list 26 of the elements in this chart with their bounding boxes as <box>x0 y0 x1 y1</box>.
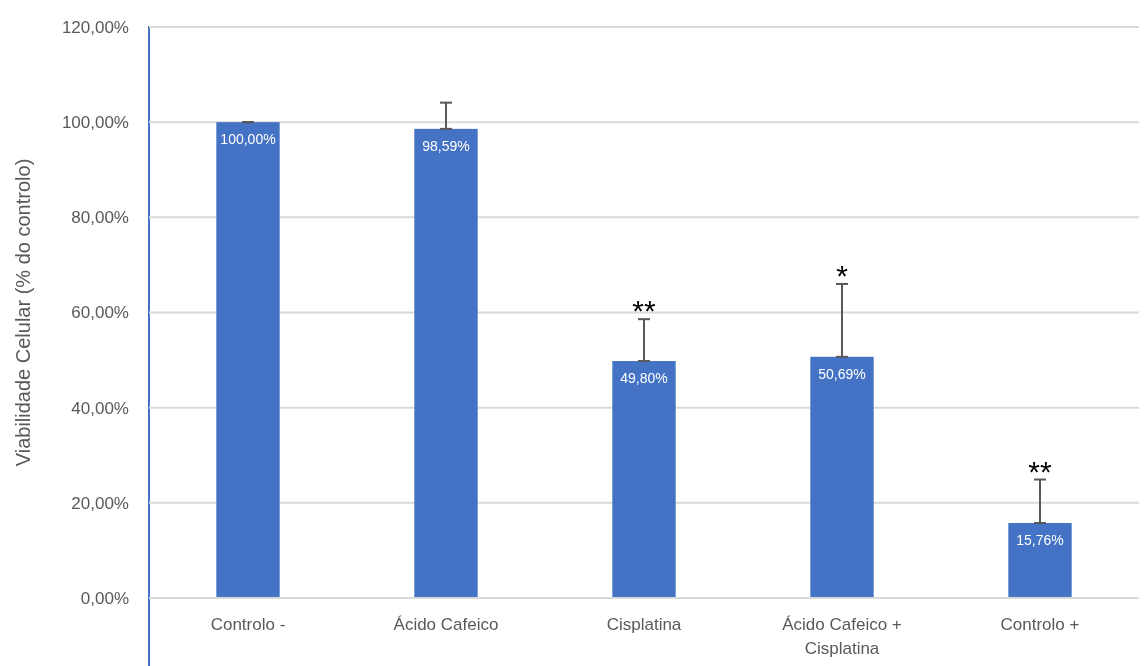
annotation: ** <box>1028 454 1052 488</box>
data-label: 98,59% <box>422 137 470 154</box>
y-tick-label: 80,00% <box>71 208 129 228</box>
y-tick-label: 120,00% <box>61 17 129 37</box>
data-label: 50,69% <box>818 365 866 382</box>
bar <box>612 361 676 598</box>
bar <box>414 128 478 598</box>
x-tick-label: Controlo + <box>1000 615 1080 634</box>
y-tick-label: 20,00% <box>71 493 129 513</box>
bar <box>1008 523 1072 598</box>
annotation: * <box>836 258 849 292</box>
x-tick-label: Ácido Cafeico <box>393 615 499 634</box>
y-tick-label: 60,00% <box>71 303 129 323</box>
y-axis-title: Viabilidade Celular (% do controlo) <box>12 158 34 467</box>
data-label: 15,76% <box>1016 532 1064 549</box>
data-label: 49,80% <box>620 370 668 387</box>
y-tick-label: 100,00% <box>61 113 129 133</box>
y-tick-label: 0,00% <box>80 588 129 608</box>
x-tick-label: Cisplatina <box>606 615 682 634</box>
data-label: 100,00% <box>220 131 276 148</box>
bar <box>810 356 874 598</box>
x-tick-label: Controlo - <box>210 615 286 634</box>
annotation: ** <box>632 294 656 328</box>
y-tick-label: 40,00% <box>71 398 129 418</box>
bar <box>216 122 280 598</box>
x-tick-label: Ácido Cafeico + Cisplatina <box>782 615 902 658</box>
